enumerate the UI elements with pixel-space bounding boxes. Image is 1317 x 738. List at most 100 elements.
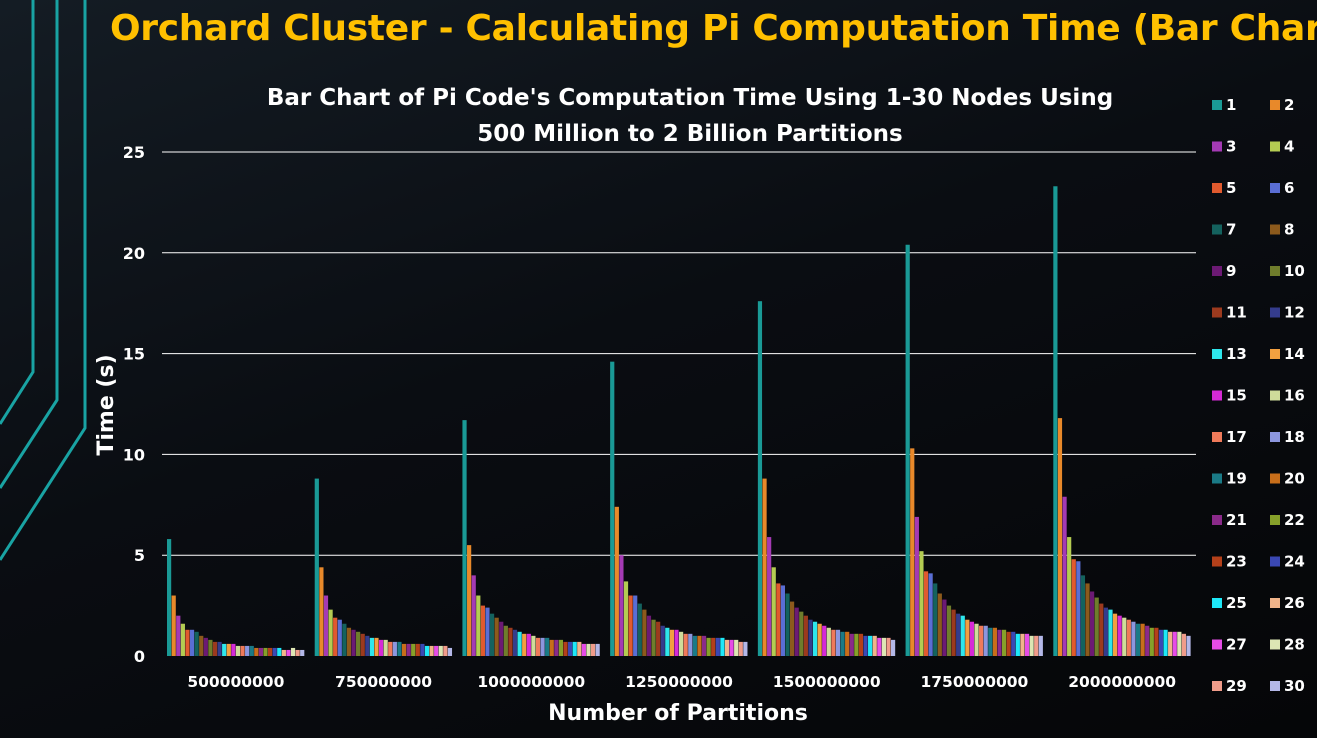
- bar-node-8-cat-5: [937, 593, 942, 656]
- legend-swatch: [1212, 349, 1222, 359]
- bar-node-17-cat-2: [535, 637, 541, 656]
- bar-node-9-cat-1: [351, 629, 356, 656]
- bar-node-21-cat-4: [849, 633, 854, 656]
- bar-node-10-cat-1: [356, 631, 361, 656]
- bar-node-10-cat-0: [208, 639, 213, 656]
- bar-node-18-cat-2: [540, 637, 545, 656]
- bar-node-25-cat-1: [424, 645, 430, 656]
- legend-swatch: [1212, 473, 1222, 484]
- bar-node-9-cat-4: [794, 607, 799, 656]
- bar-node-5-cat-1: [333, 617, 338, 656]
- bar-node-21-cat-1: [406, 643, 411, 656]
- bar-node-18-cat-5: [983, 625, 988, 656]
- bar-node-21-cat-5: [997, 629, 1002, 656]
- y-tick-label: 10: [123, 445, 145, 464]
- bar-node-30-cat-3: [743, 641, 748, 656]
- bar-node-20-cat-5: [992, 627, 997, 656]
- legend-label: 30: [1284, 677, 1305, 695]
- bar-node-2-cat-3: [614, 506, 619, 656]
- bar-node-27-cat-3: [729, 639, 734, 656]
- bar-node-27-cat-2: [581, 643, 586, 656]
- bar-node-22-cat-5: [1001, 629, 1007, 656]
- legend-label: 1: [1226, 96, 1236, 114]
- bar-node-11-cat-4: [803, 615, 808, 656]
- y-tick-label: 0: [134, 647, 145, 666]
- bar-node-15-cat-1: [378, 639, 384, 656]
- bar-node-14-cat-1: [374, 637, 379, 656]
- bar-node-20-cat-2: [549, 639, 554, 656]
- bar-node-24-cat-2: [568, 641, 573, 656]
- legend-label: 7: [1226, 221, 1236, 239]
- legend-label: 24: [1284, 553, 1305, 571]
- legend-label: 12: [1284, 304, 1305, 322]
- bar-node-4-cat-2: [476, 595, 481, 656]
- bar-node-5-cat-4: [776, 583, 781, 656]
- bar-node-3-cat-4: [767, 537, 772, 656]
- bar-node-14-cat-0: [226, 643, 231, 656]
- legend-swatch: [1270, 515, 1280, 525]
- bar-node-10-cat-2: [503, 625, 508, 656]
- bar-node-15-cat-3: [674, 629, 679, 656]
- bar-node-19-cat-3: [692, 635, 697, 656]
- bar-node-18-cat-0: [245, 645, 250, 656]
- bar-node-29-cat-6: [1181, 633, 1187, 656]
- bar-node-15-cat-6: [1117, 615, 1122, 656]
- legend-swatch: [1270, 681, 1280, 691]
- bar-node-4-cat-5: [919, 551, 924, 656]
- bar-node-11-cat-1: [360, 633, 365, 656]
- y-tick-label: 5: [134, 546, 145, 565]
- x-axis-ticks: 500000000 750000000 1000000000 1250000000 15…: [187, 673, 1176, 691]
- y-axis-ticks: 0 5 10 15 20 25: [123, 143, 145, 666]
- bar-node-29-cat-2: [590, 643, 596, 656]
- legend-label: 8: [1284, 221, 1294, 239]
- legend-swatch: [1270, 432, 1280, 442]
- bar-node-1-cat-2: [462, 420, 467, 656]
- bar-node-16-cat-5: [974, 623, 979, 656]
- bar-node-15-cat-2: [526, 633, 531, 656]
- bar-node-17-cat-1: [388, 641, 393, 656]
- bar-node-12-cat-6: [1103, 607, 1108, 656]
- bar-node-13-cat-0: [222, 643, 227, 656]
- bar-node-28-cat-4: [881, 637, 886, 656]
- bar-node-24-cat-6: [1158, 629, 1164, 656]
- bar-node-22-cat-1: [411, 643, 416, 656]
- legend-label: 19: [1226, 470, 1247, 488]
- bar-node-27-cat-1: [434, 645, 439, 656]
- legend-label: 18: [1284, 428, 1305, 446]
- bar-node-24-cat-3: [715, 637, 720, 656]
- legend-label: 16: [1284, 387, 1305, 405]
- bar-node-6-cat-1: [337, 619, 342, 656]
- legend-label: 3: [1226, 138, 1236, 156]
- legend-swatch: [1212, 681, 1222, 691]
- bar-node-24-cat-5: [1011, 631, 1016, 656]
- legend-label: 21: [1226, 511, 1247, 529]
- legend-swatch: [1212, 515, 1222, 525]
- legend-swatch: [1212, 556, 1222, 567]
- bar-node-27-cat-6: [1172, 631, 1177, 656]
- bar-node-11-cat-6: [1099, 603, 1104, 656]
- legend-swatch: [1212, 224, 1222, 235]
- bar-node-2-cat-0: [171, 595, 176, 656]
- bar-node-18-cat-6: [1131, 621, 1136, 656]
- bar-node-19-cat-6: [1135, 623, 1141, 656]
- legend-label: 28: [1284, 636, 1305, 654]
- x-axis-label: Number of Partitions: [548, 701, 808, 726]
- bar-node-5-cat-5: [923, 571, 929, 656]
- legend-swatch: [1212, 598, 1222, 608]
- bar-node-14-cat-4: [817, 623, 822, 656]
- legend-swatch: [1212, 390, 1222, 401]
- bar-node-15-cat-5: [969, 621, 975, 656]
- bar-node-16-cat-0: [235, 645, 241, 656]
- bar-node-4-cat-0: [180, 623, 185, 656]
- bar-node-14-cat-6: [1112, 613, 1118, 656]
- bar-node-6-cat-3: [633, 595, 638, 656]
- bar-node-1-cat-6: [1053, 186, 1058, 656]
- bar-node-12-cat-3: [660, 625, 665, 656]
- slide-title: Orchard Cluster - Calculating Pi Computa…: [110, 8, 1317, 49]
- x-tick-label: 1500000000: [773, 673, 881, 691]
- bar-node-10-cat-4: [799, 611, 804, 656]
- bar-node-9-cat-3: [646, 615, 652, 656]
- bar-node-17-cat-3: [683, 633, 688, 656]
- legend-swatch: [1270, 473, 1280, 484]
- bar-node-19-cat-2: [545, 637, 550, 656]
